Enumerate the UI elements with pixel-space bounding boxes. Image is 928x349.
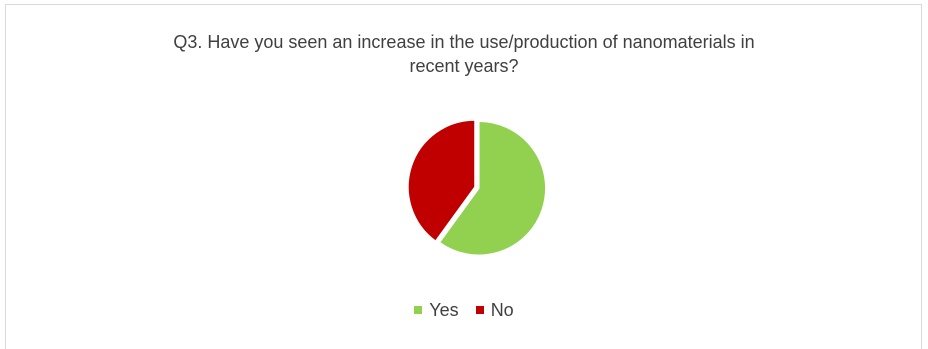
legend-item-no: No [475,298,514,322]
legend-item-yes: Yes [414,298,459,322]
chart-title: Q3. Have you seen an increase in the use… [0,30,928,78]
pie-slice-yes [438,120,547,256]
chart-title-line-2: recent years? [409,56,519,76]
legend-label-yes: Yes [429,300,459,320]
legend-label-no: No [490,300,514,320]
legend-swatch-yes [414,306,423,314]
legend-swatch-no [475,306,484,314]
chart-title-line-1: Q3. Have you seen an increase in the use… [173,32,755,52]
chart-legend: Yes No [0,298,928,322]
pie-slice-no [407,119,476,243]
